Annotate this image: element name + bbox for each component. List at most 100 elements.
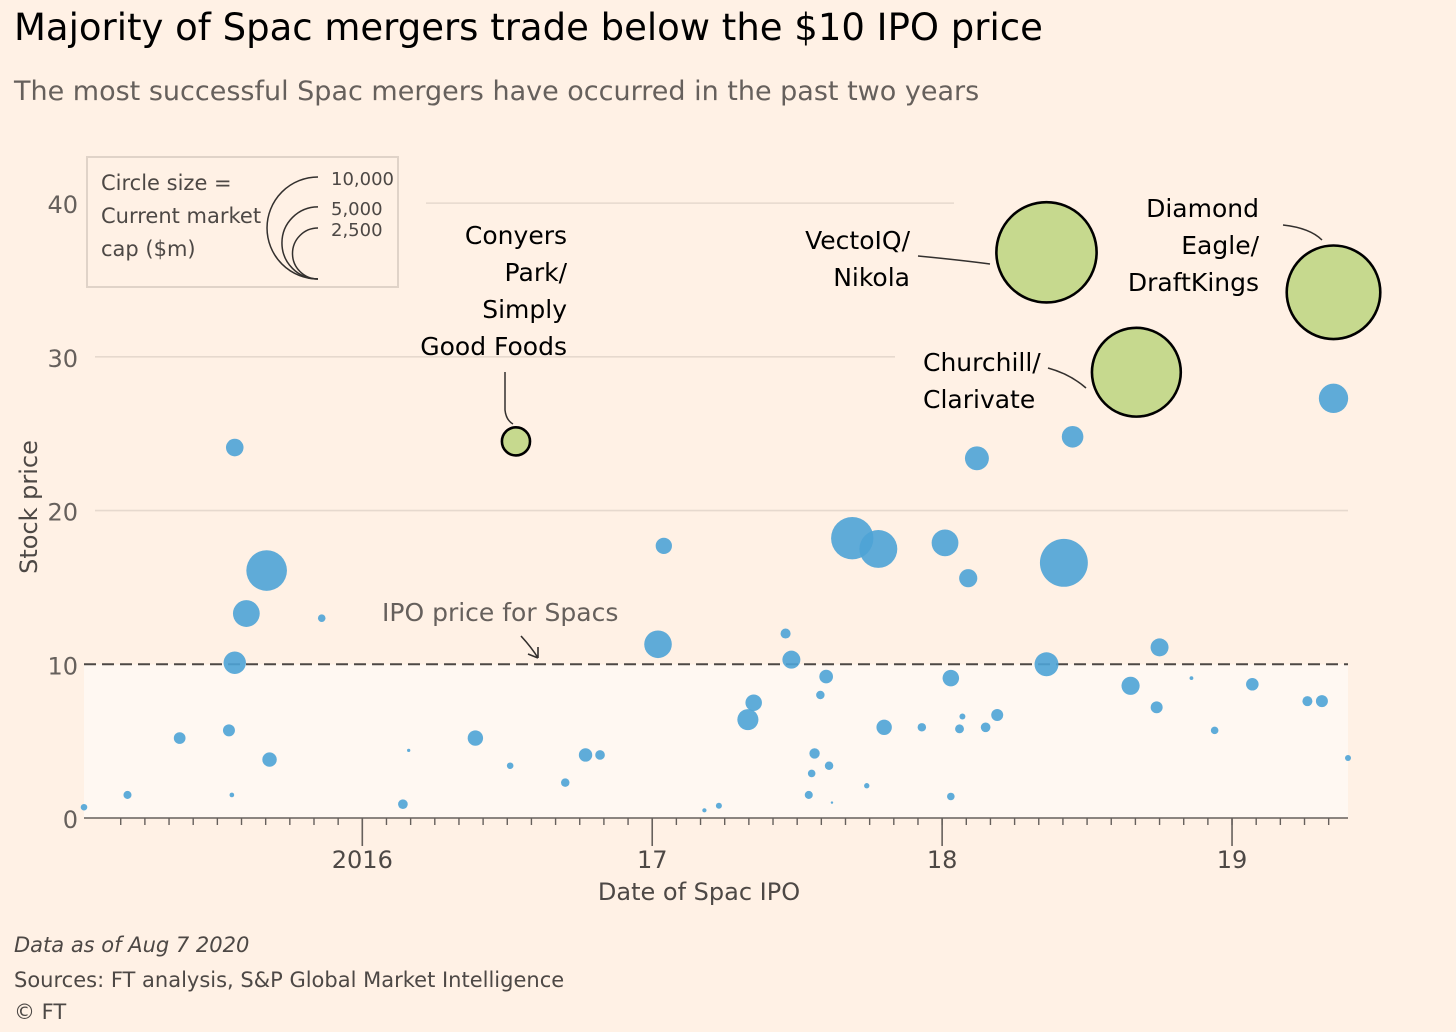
- highlight-label-0-line-0: Conyers: [465, 221, 567, 250]
- bubble-37: [917, 723, 927, 732]
- legend-text-line1: Circle size =: [101, 171, 232, 195]
- highlight-label-0-line-3: Good Foods: [420, 332, 567, 361]
- x-axis: 2016 17 18 19: [84, 817, 1348, 874]
- legend-text-line3: cap ($m): [101, 237, 196, 261]
- bubble-58: [1318, 383, 1349, 414]
- bubble-40: [947, 792, 955, 801]
- bubble-13: [467, 730, 484, 746]
- bubble-9: [262, 752, 277, 767]
- bubble-18: [644, 630, 672, 659]
- bubble-21: [715, 802, 722, 809]
- bubble-52: [1150, 638, 1169, 657]
- bubble-31: [824, 761, 834, 770]
- bubble-47: [1034, 652, 1059, 677]
- legend-size-label-2: 2,500: [331, 220, 383, 241]
- x-tick-label-3: 19: [1217, 846, 1248, 874]
- bubble-11: [398, 799, 408, 809]
- x-tick-label-0: 2016: [332, 846, 393, 874]
- bubble-27: [807, 769, 816, 778]
- data-date-note: Data as of Aug 7 2020: [14, 933, 250, 957]
- bubble-48: [1039, 538, 1088, 587]
- bubble-53: [1189, 676, 1194, 681]
- y-tick-label-1: 10: [47, 652, 78, 680]
- legend-size-label-1: 5,000: [331, 199, 383, 220]
- bubble-44: [964, 446, 989, 471]
- bubble-19: [655, 537, 672, 555]
- bubble-41: [955, 724, 964, 734]
- highlighted-bubbles: Conyers Park/Simply Good Foods VectoIQ/Niko…: [420, 194, 1382, 457]
- bubble-6: [223, 651, 246, 674]
- grid-lines: [95, 202, 1348, 512]
- bubble-17: [595, 750, 605, 760]
- leader-line-1: [917, 255, 991, 265]
- leader-line-3: [1282, 224, 1323, 241]
- highlight-bubble-1: [995, 200, 1098, 304]
- bubble-12: [407, 748, 411, 753]
- bubble-2: [173, 732, 186, 744]
- legend-text-line2: Current market: [101, 204, 261, 228]
- legend-size-label-0: 10,000: [331, 169, 394, 190]
- legend-arc-1: [281, 206, 319, 280]
- highlight-label-2-line-1: Clarivate: [923, 385, 1035, 414]
- legend-box: [86, 156, 399, 288]
- bubble-34: [864, 783, 870, 789]
- bubble-24: [780, 628, 791, 639]
- size-legend: Circle size = Current market cap ($m) 10…: [86, 156, 399, 288]
- highlight-label-3-line-0: Diamond: [1146, 194, 1259, 223]
- highlight-label-2-line-0: Churchill/: [923, 348, 1041, 377]
- x-axis-label: Date of Spac IPO: [598, 878, 800, 906]
- highlight-label-0-line-2: Simply: [482, 295, 567, 324]
- bubble-59: [1345, 755, 1351, 762]
- bubble-51: [1150, 701, 1163, 714]
- bubble-46: [991, 709, 1004, 721]
- bubble-0: [80, 803, 88, 811]
- bubble-38: [931, 529, 959, 557]
- bubble-54: [1210, 726, 1219, 735]
- bubble-43: [959, 569, 978, 588]
- bubble-42: [959, 713, 966, 720]
- y-tick-label-2: 20: [47, 499, 78, 527]
- bubble-32: [830, 801, 834, 804]
- bubble-8: [246, 550, 287, 591]
- bubble-5: [225, 438, 244, 457]
- bubble-36: [876, 719, 892, 735]
- bubbles: [80, 383, 1351, 813]
- bubble-20: [702, 808, 707, 813]
- bubble-23: [745, 694, 762, 711]
- bubble-7: [232, 600, 260, 627]
- y-tick-label-0: 0: [63, 806, 78, 834]
- bubble-25: [782, 650, 801, 669]
- highlight-label-3-line-2: DraftKings: [1128, 268, 1259, 297]
- y-axis-ticks: 0 10 20 30 40: [47, 191, 78, 834]
- ipo-price-arrow: [520, 635, 539, 659]
- legend-arc-2: [291, 227, 319, 280]
- bubble-14: [506, 762, 514, 770]
- y-tick-label-3: 30: [47, 345, 78, 373]
- bubble-50: [1121, 676, 1140, 695]
- bubble-55: [1246, 677, 1259, 691]
- sources-note: Sources: FT analysis, S&P Global Market …: [14, 968, 565, 992]
- chart-title: Majority of Spac mergers trade below the…: [14, 6, 1043, 49]
- bubble-3: [222, 724, 235, 737]
- bubble-28: [809, 748, 820, 759]
- highlight-label-0-line-1: Park/: [505, 258, 568, 287]
- bubble-15: [561, 778, 570, 787]
- y-tick-label-4: 40: [47, 191, 78, 219]
- bubble-30: [819, 669, 833, 684]
- bubble-22: [737, 709, 759, 731]
- bubble-35: [859, 530, 898, 568]
- legend-arc-0: [266, 176, 319, 280]
- x-tick-label-2: 18: [927, 846, 958, 874]
- highlight-bubble-0: [500, 426, 532, 457]
- bubble-56: [1302, 696, 1313, 707]
- bubble-26: [804, 790, 813, 799]
- bubble-45: [980, 722, 991, 733]
- bubble-4: [229, 792, 235, 798]
- copyright: © FT: [14, 1000, 67, 1024]
- highlight-label-3-line-1: Eagle/: [1181, 231, 1259, 260]
- chart-subtitle: The most successful Spac mergers have oc…: [14, 76, 980, 107]
- bubble-29: [816, 690, 825, 700]
- ipo-price-label: IPO price for Spacs: [382, 598, 618, 627]
